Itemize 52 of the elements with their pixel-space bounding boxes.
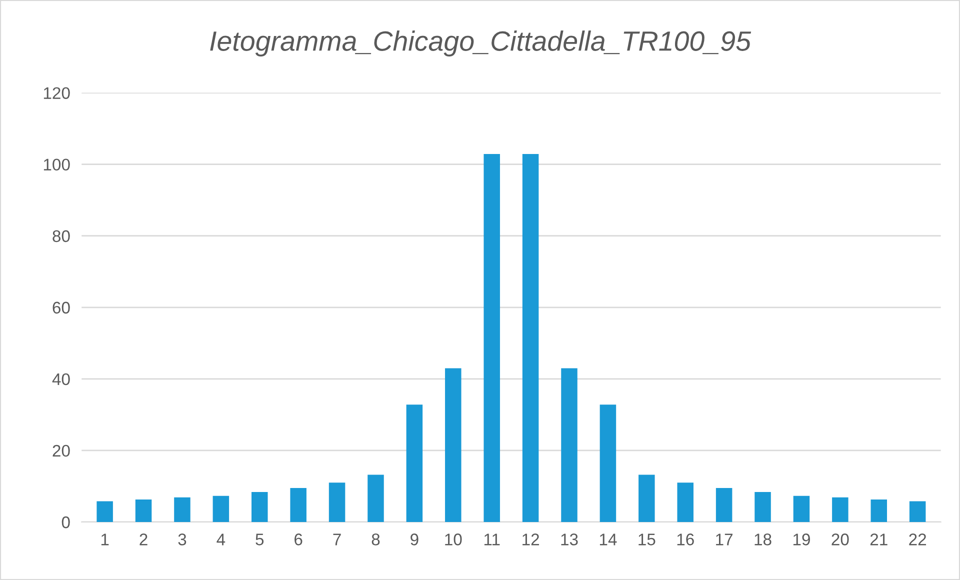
- bar: [445, 368, 462, 522]
- bar: [870, 499, 888, 522]
- bar: [909, 501, 926, 522]
- bar: [212, 496, 230, 522]
- bar: [174, 497, 190, 522]
- x-tick-label: 13: [561, 534, 578, 546]
- bar: [793, 496, 810, 522]
- x-tick-label: 17: [716, 534, 732, 546]
- x-tick-label: 9: [410, 534, 418, 546]
- bar: [832, 497, 848, 522]
- bar: [252, 492, 268, 522]
- y-tick-label: 20: [52, 444, 70, 457]
- bar: [328, 482, 346, 522]
- y-tick-label: 40: [52, 373, 70, 386]
- bar: [638, 474, 655, 522]
- x-tick-label: 12: [522, 534, 539, 546]
- x-tick-label: 4: [216, 534, 226, 546]
- x-tick-label: 18: [754, 534, 772, 546]
- x-tick-label: 22: [909, 534, 926, 546]
- bar: [484, 154, 500, 522]
- x-tick-label: 6: [294, 534, 302, 546]
- bar: [716, 488, 732, 522]
- x-tick-label: 2: [140, 534, 148, 546]
- bar: [561, 368, 578, 522]
- bar: [406, 404, 423, 522]
- chart-title: Ietogramma_Chicago_Cittadella_TR100_95: [210, 30, 752, 56]
- bar: [754, 492, 771, 522]
- x-tick-label: 1: [101, 534, 109, 546]
- bar: [290, 488, 306, 522]
- bar: [96, 501, 113, 522]
- x-tick-label: 5: [256, 534, 264, 546]
- x-tick-label: 11: [484, 534, 500, 546]
- x-tick-label: 16: [677, 534, 694, 546]
- x-tick-label: 3: [178, 534, 186, 546]
- bar: [600, 404, 616, 522]
- x-tick-label: 14: [600, 534, 617, 546]
- x-tick-label: 20: [832, 534, 849, 546]
- y-tick-label: 60: [52, 302, 70, 314]
- y-tick-label: 100: [44, 158, 70, 171]
- x-tick-label: 8: [372, 534, 380, 546]
- bar: [522, 154, 539, 522]
- y-tick-label: 0: [62, 516, 70, 528]
- bar: [135, 499, 152, 522]
- x-tick-label: 10: [445, 534, 462, 546]
- x-tick-label: 15: [638, 534, 656, 546]
- x-tick-label: 21: [870, 534, 888, 546]
- bar: [677, 482, 694, 522]
- y-tick-label: 80: [52, 230, 70, 242]
- y-tick-label: 120: [44, 87, 70, 100]
- x-tick-label: 19: [793, 534, 810, 546]
- bar: [368, 474, 384, 522]
- x-tick-label: 7: [333, 534, 341, 546]
